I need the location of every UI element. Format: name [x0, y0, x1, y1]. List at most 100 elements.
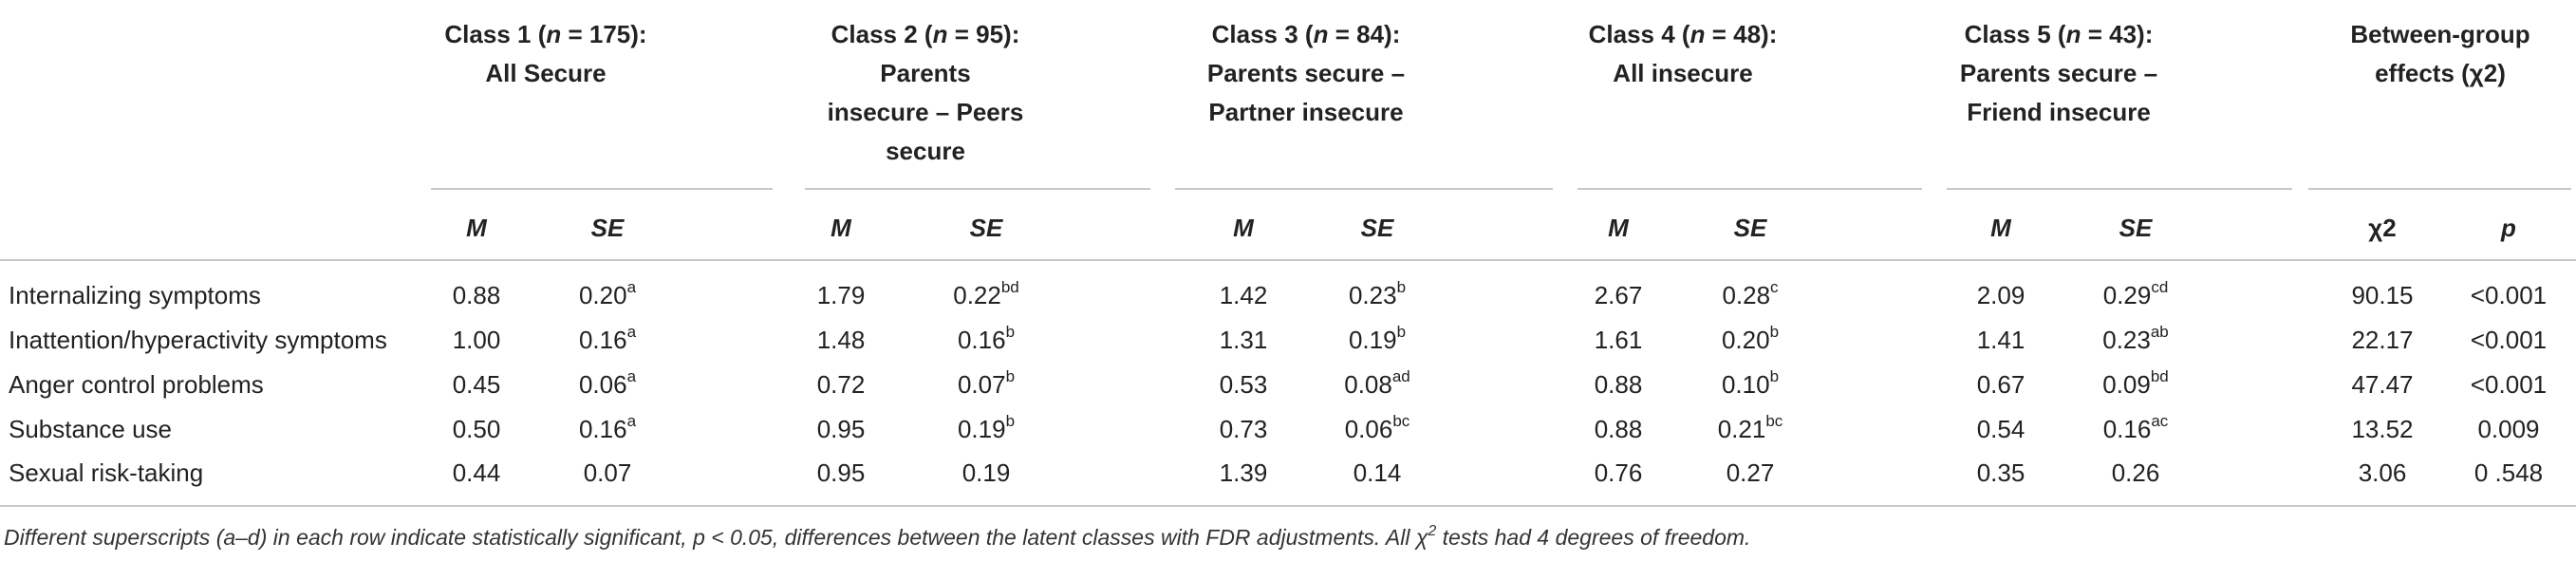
cell: 1.42	[1220, 281, 1268, 309]
cell-value: 0.16	[579, 415, 627, 443]
header-text: Parents secure –	[1207, 59, 1405, 87]
header-text: Partner insecure	[1208, 98, 1403, 126]
superscript: bd	[1001, 278, 1019, 296]
cell: 0.16ac	[2103, 412, 2169, 443]
superscript: ab	[2151, 323, 2169, 341]
cell: 0.09bd	[2102, 367, 2169, 399]
cell-value: 1.41	[1977, 326, 2025, 354]
cell-value: 0.20	[579, 281, 627, 309]
cell: 0.16b	[958, 323, 1015, 354]
cell: 0.26	[2112, 458, 2160, 487]
cell-value: 0.16	[2103, 415, 2152, 443]
cell: 0.44	[453, 458, 501, 487]
cell-value: 0.73	[1220, 415, 1268, 443]
cell: 0.22bd	[953, 278, 1019, 309]
cell-value: 90.15	[2351, 281, 2413, 309]
cell: 0.16a	[579, 412, 637, 443]
column-header: SE	[1361, 214, 1394, 242]
cell: 1.39	[1220, 458, 1268, 487]
cell-value: 0.21	[1718, 415, 1766, 443]
group-header: Partner insecure	[1208, 98, 1403, 126]
cell: 3.06	[2359, 458, 2407, 487]
superscript: cd	[2151, 278, 2168, 296]
column-header: M	[831, 214, 852, 242]
cell-value: 0.23	[2102, 326, 2151, 354]
cell-value: 0.28	[1722, 281, 1770, 309]
cell-value: 0.19	[1349, 326, 1397, 354]
row-label: Substance use	[9, 415, 172, 443]
cell: 0.95	[817, 458, 866, 487]
cell: 0.53	[1220, 370, 1268, 399]
header-text: Parents secure –	[1960, 59, 2157, 87]
cell: 0.08ad	[1344, 367, 1410, 399]
cell: 0.19b	[1349, 323, 1406, 354]
cell: 0.19	[962, 458, 1011, 487]
cell: <0.001	[2471, 370, 2547, 399]
footnote-text: tests had 4 degrees of freedom.	[1436, 525, 1750, 550]
cell-value: 0.16	[579, 326, 627, 354]
cell-value: 0.88	[1595, 370, 1643, 399]
superscript: b	[1006, 323, 1015, 341]
cell-value: 2.67	[1595, 281, 1643, 309]
cell: 0.21bc	[1718, 412, 1783, 443]
cell: 0.35	[1977, 458, 2025, 487]
group-header: All insecure	[1613, 59, 1752, 87]
superscript: b	[1006, 412, 1015, 430]
cell-value: 0.26	[2112, 458, 2160, 487]
cell: 0.009	[2477, 415, 2539, 443]
superscript: ad	[1392, 367, 1410, 385]
column-header: M	[1233, 214, 1255, 242]
header-text: Between-group	[2350, 20, 2529, 48]
group-header: Friend insecure	[1967, 98, 2151, 126]
cell: <0.001	[2471, 281, 2547, 309]
cell-value: 0.06	[579, 370, 627, 399]
header-text: secure	[886, 137, 965, 165]
cell-value: 1.31	[1220, 326, 1268, 354]
cell-value: 47.47	[2351, 370, 2413, 399]
footnote-superscript: 2	[1427, 523, 1436, 539]
cell: 2.67	[1595, 281, 1643, 309]
cell: 0.45	[453, 370, 501, 399]
cell: <0.001	[2471, 326, 2547, 354]
cell-value: 0.67	[1977, 370, 2025, 399]
cell-value: 0.53	[1220, 370, 1268, 399]
cell-value: <0.001	[2471, 326, 2547, 354]
cell-value: 1.00	[453, 326, 501, 354]
cell-value: 0.10	[1722, 370, 1770, 399]
cell: 0.10b	[1722, 367, 1779, 399]
cell: 0.20b	[1722, 323, 1779, 354]
cell: 1.79	[817, 281, 866, 309]
cell-value: 0.35	[1977, 458, 2025, 487]
row-label: Internalizing symptoms	[9, 281, 261, 309]
cell-value: 0.29	[2103, 281, 2152, 309]
group-header: Parents secure –	[1207, 59, 1405, 87]
column-header: M	[1608, 214, 1630, 242]
cell-value: 0.54	[1977, 415, 2025, 443]
header-text: = 48):	[1705, 20, 1777, 48]
cell-value: 1.79	[817, 281, 866, 309]
cell-value: 0.44	[453, 458, 501, 487]
cell-value: 1.48	[817, 326, 866, 354]
group-header: effects (χ2)	[2375, 59, 2506, 87]
column-header: M	[466, 214, 488, 242]
cell-value: 0.06	[1345, 415, 1393, 443]
cell-value: 0.76	[1595, 458, 1643, 487]
cell: 90.15	[2351, 281, 2413, 309]
column-header: SE	[2119, 214, 2153, 242]
cell: 1.31	[1220, 326, 1268, 354]
group-header: Class 3 (n = 84):	[1212, 20, 1401, 48]
group-header: Between-group	[2350, 20, 2529, 48]
group-header: Parents	[880, 59, 970, 87]
cell-value: 1.61	[1595, 326, 1643, 354]
group-header: Class 5 (n = 43):	[1965, 20, 2154, 48]
cell-value: 0.19	[958, 415, 1006, 443]
cell-value: 0.07	[584, 458, 632, 487]
superscript: b	[1770, 367, 1779, 385]
group-header: secure	[886, 137, 965, 165]
cell-value: 0.16	[958, 326, 1006, 354]
column-header: SE	[591, 214, 625, 242]
header-text: Class 3 (	[1212, 20, 1314, 48]
superscript: bc	[1765, 412, 1783, 430]
cell: 0.23b	[1349, 278, 1406, 309]
row-label: Inattention/hyperactivity symptoms	[9, 326, 387, 354]
